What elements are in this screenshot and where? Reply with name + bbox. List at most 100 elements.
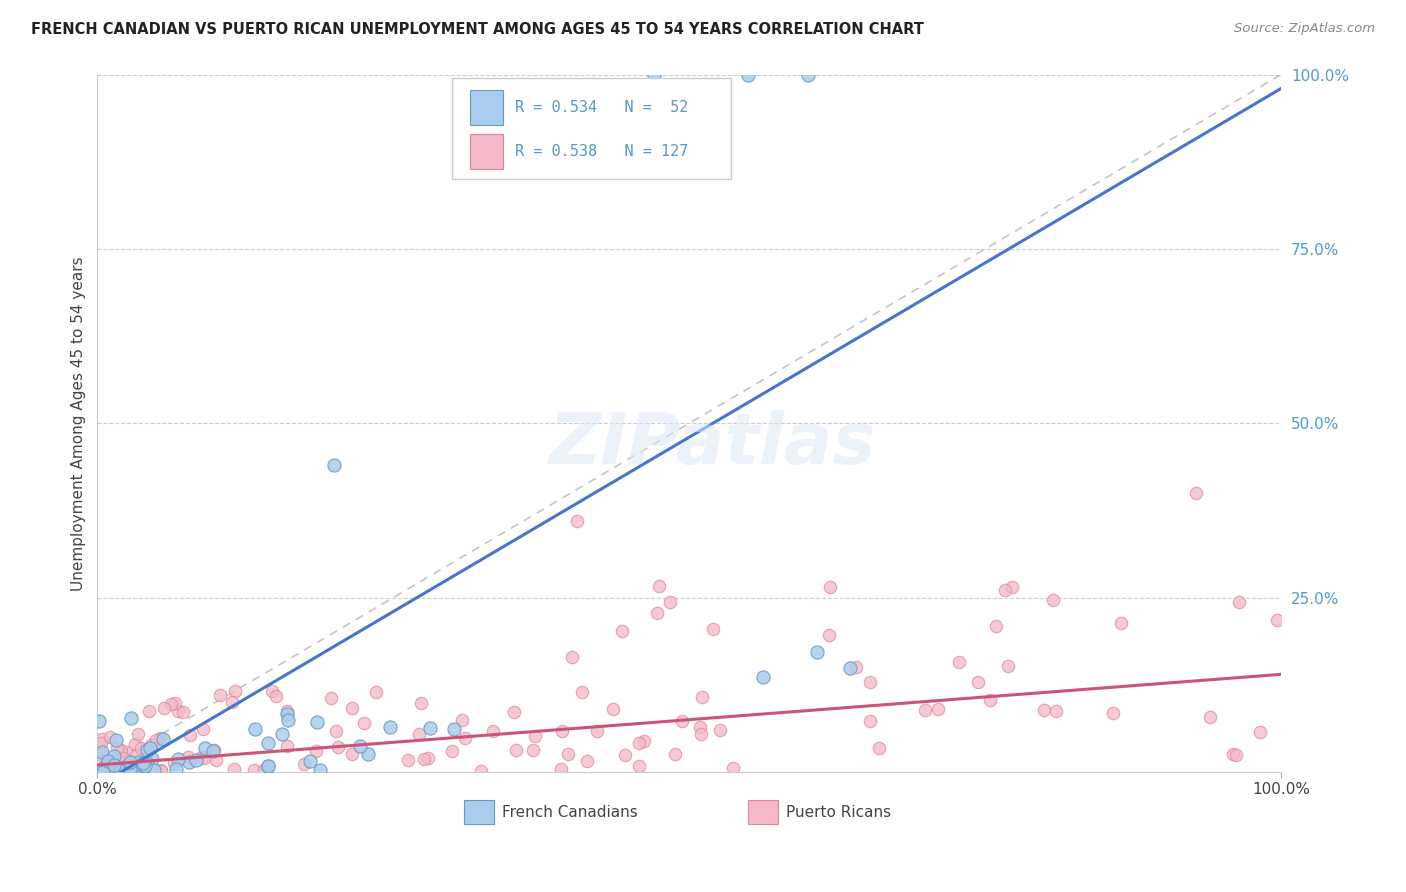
Point <box>110 764 132 778</box>
Point <box>131 764 153 778</box>
Point <box>194 741 217 756</box>
Point <box>408 727 430 741</box>
Point <box>1045 704 1067 718</box>
Point <box>689 720 711 734</box>
Point <box>994 583 1017 598</box>
Point <box>502 705 524 719</box>
Point <box>413 752 436 766</box>
Point <box>340 747 363 762</box>
Point <box>243 763 266 777</box>
Text: FRENCH CANADIAN VS PUERTO RICAN UNEMPLOYMENT AMONG AGES 45 TO 54 YEARS CORRELATI: FRENCH CANADIAN VS PUERTO RICAN UNEMPLOY… <box>31 22 924 37</box>
Point <box>91 745 114 759</box>
Point <box>571 685 593 699</box>
Point <box>796 68 818 82</box>
Point <box>551 724 574 739</box>
Point <box>418 721 440 735</box>
FancyBboxPatch shape <box>464 800 494 824</box>
Point <box>453 731 475 745</box>
Point <box>610 624 633 638</box>
Point <box>723 761 745 775</box>
Point <box>308 763 330 777</box>
Point <box>690 690 713 704</box>
Point <box>628 736 651 750</box>
Point <box>690 727 713 741</box>
Point <box>585 723 607 738</box>
Point <box>1101 706 1123 720</box>
Point <box>270 727 292 741</box>
Point <box>159 697 181 711</box>
Point <box>103 749 125 764</box>
Point <box>357 747 380 762</box>
Point <box>858 714 880 728</box>
Point <box>648 579 671 593</box>
Point <box>914 703 936 717</box>
FancyBboxPatch shape <box>470 90 503 125</box>
Point <box>561 650 583 665</box>
Point <box>868 741 890 756</box>
Point <box>277 713 299 727</box>
Point <box>839 661 862 675</box>
Point <box>135 756 157 770</box>
Point <box>145 733 167 747</box>
Point <box>96 754 118 768</box>
Point <box>139 741 162 756</box>
Point <box>91 731 114 746</box>
FancyBboxPatch shape <box>453 78 731 179</box>
Point <box>91 764 114 779</box>
Point <box>1032 703 1054 717</box>
Point <box>627 758 650 772</box>
Point <box>224 684 246 698</box>
Point <box>264 689 287 703</box>
Point <box>859 674 882 689</box>
Point <box>751 670 773 684</box>
Point <box>89 714 111 729</box>
Point <box>253 763 276 777</box>
Point <box>321 690 343 705</box>
Point <box>221 694 243 708</box>
Point <box>737 68 759 82</box>
Point <box>576 754 599 768</box>
Point <box>292 757 315 772</box>
Point <box>204 753 226 767</box>
Point <box>305 744 328 758</box>
Point <box>325 724 347 739</box>
Point <box>110 743 132 757</box>
Point <box>986 619 1008 633</box>
Point <box>820 580 842 594</box>
Point <box>614 748 637 763</box>
Point <box>103 758 125 772</box>
Point <box>134 758 156 772</box>
Point <box>129 741 152 756</box>
Point <box>645 606 668 620</box>
Point <box>96 756 118 771</box>
Point <box>482 724 505 739</box>
Point <box>567 514 589 528</box>
Point <box>1185 486 1208 500</box>
Point <box>702 623 724 637</box>
Point <box>103 761 125 775</box>
Point <box>201 744 224 758</box>
Point <box>1227 595 1250 609</box>
Point <box>202 743 225 757</box>
Point <box>127 727 149 741</box>
Point <box>167 752 190 766</box>
Point <box>470 764 492 779</box>
Point <box>138 704 160 718</box>
Point <box>132 756 155 770</box>
Point <box>664 747 686 762</box>
Point <box>441 744 464 758</box>
Point <box>177 749 200 764</box>
Point <box>256 758 278 772</box>
Point <box>120 711 142 725</box>
FancyBboxPatch shape <box>748 800 778 824</box>
Point <box>366 685 388 699</box>
Point <box>378 720 401 734</box>
Text: French Canadians: French Canadians <box>502 805 638 820</box>
Point <box>124 737 146 751</box>
Point <box>409 696 432 710</box>
Point <box>806 645 828 659</box>
Point <box>299 754 322 768</box>
Point <box>643 68 665 82</box>
Point <box>98 730 121 744</box>
Point <box>326 739 349 754</box>
